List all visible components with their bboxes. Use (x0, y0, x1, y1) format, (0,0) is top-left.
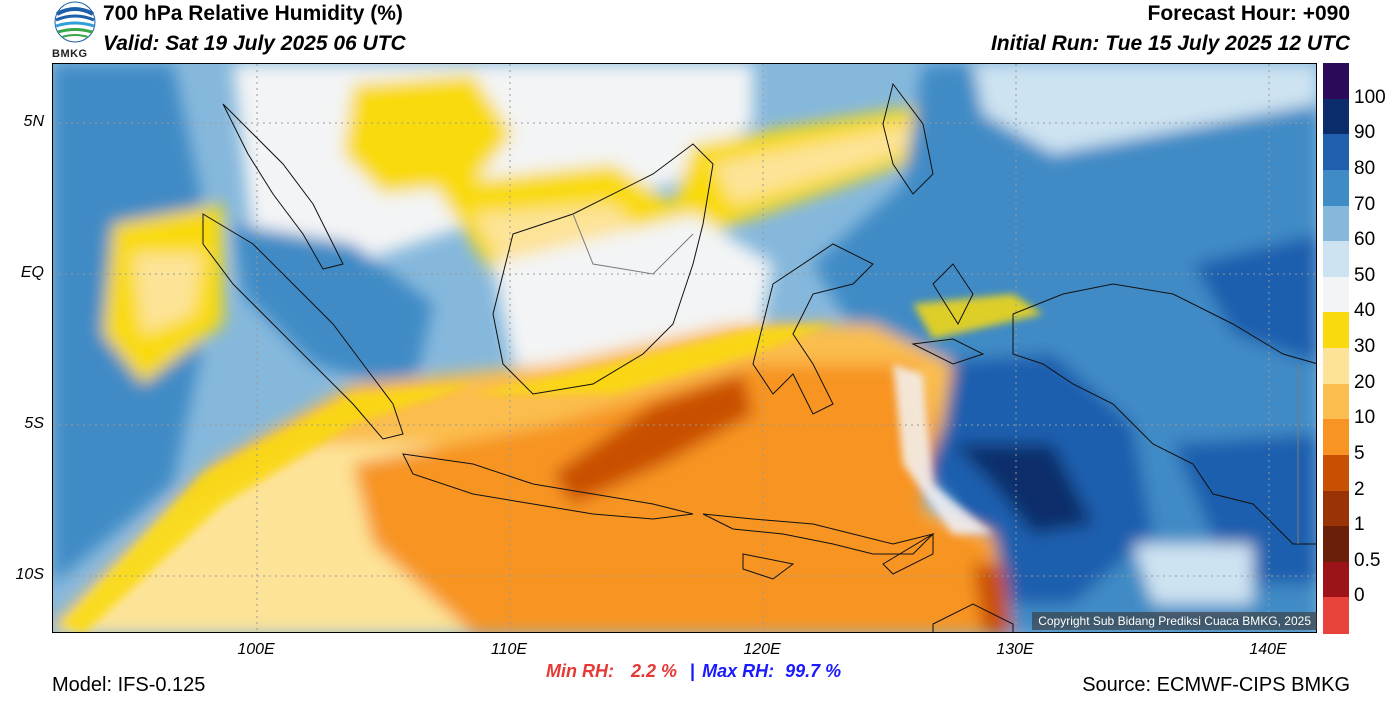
color-bar-segment (1323, 98, 1349, 135)
color-bar-segment (1323, 383, 1349, 420)
color-bar-label: 5 (1354, 442, 1365, 464)
coastlines (202, 82, 1316, 632)
logo-text: BMKG (52, 48, 88, 60)
map-title: 700 hPa Relative Humidity (%) (103, 2, 403, 25)
coast-sulawesi (752, 243, 874, 415)
color-bar-label: 1 (1354, 514, 1365, 536)
graticule (53, 64, 1316, 632)
color-bar-segment (1323, 561, 1349, 598)
field-dry-core (553, 374, 753, 504)
color-bar-label: 2 (1354, 478, 1365, 500)
coast-papua (1012, 283, 1316, 545)
color-bar-segment (1323, 134, 1349, 171)
lat-label-5s: 5S (24, 415, 44, 432)
color-bar-label: 50 (1354, 264, 1376, 286)
color-bar-segment (1323, 419, 1349, 456)
color-bar-label: 0 (1354, 585, 1365, 607)
lon-label-100e: 100E (237, 641, 275, 658)
lon-label-130e: 130E (996, 641, 1034, 658)
initial-run: Initial Run: Tue 15 July 2025 12 UTC (990, 32, 1350, 55)
max-rh-value: 99.7 % (785, 661, 842, 681)
copyright-notice: Copyright Sub Bidang Prediksi Cuaca BMKG… (1032, 612, 1317, 630)
lon-label-140e: 140E (1249, 641, 1287, 658)
data-source: Source: ECMWF-CIPS BMKG (1082, 674, 1350, 696)
color-bar-segment (1323, 454, 1349, 491)
color-bar-segment (1323, 63, 1349, 100)
color-bar-label: 100 (1354, 86, 1386, 108)
max-rh-label: Max RH: (702, 661, 775, 681)
color-bar-segment (1323, 312, 1349, 349)
color-bar-label: 40 (1354, 300, 1376, 322)
coast-malaya (222, 103, 344, 270)
min-rh-label: Min RH: (546, 661, 614, 681)
color-bar-label: 60 (1354, 229, 1376, 251)
color-bar-label: 10 (1354, 407, 1376, 429)
valid-time: Valid: Sat 19 July 2025 06 UTC (103, 32, 406, 55)
color-bar-label: 80 (1354, 157, 1376, 179)
color-bar-segment (1323, 348, 1349, 385)
min-rh-value: 2.2 % (631, 661, 678, 681)
coast-java (402, 453, 694, 520)
color-bar-segment (1323, 276, 1349, 313)
color-bar-label: 70 (1354, 193, 1376, 215)
forecast-hour: Forecast Hour: +090 (1147, 2, 1351, 25)
color-bar-segment (1323, 169, 1349, 206)
lon-label-120e: 120E (743, 641, 781, 658)
lat-label-5n: 5N (23, 113, 44, 130)
coast-borneo (492, 143, 714, 395)
model-name: Model: IFS-0.125 (52, 674, 206, 696)
color-bar-label: 90 (1354, 122, 1376, 144)
lat-label-10s: 10S (15, 566, 44, 583)
bmkg-logo (50, 0, 100, 62)
color-bar-segment (1323, 205, 1349, 242)
color-bar-label: 0.5 (1354, 549, 1381, 571)
color-bar (1323, 63, 1349, 634)
color-bar-segment (1323, 597, 1349, 634)
rh-stats: Min RH: 2.2 % | Max RH: 99.7 % (546, 661, 841, 682)
color-bar-segment (1323, 526, 1349, 563)
rh-separator: | (690, 661, 696, 681)
color-bar-segment (1323, 490, 1349, 527)
lon-label-110e: 110E (490, 641, 528, 658)
lat-label-eq: EQ (20, 264, 44, 281)
coast-sumatra (202, 213, 404, 440)
color-bar-segment (1323, 241, 1349, 278)
humidity-map (52, 63, 1317, 633)
color-bar-label: 30 (1354, 336, 1376, 357)
color-bar-label: 20 (1354, 371, 1376, 393)
